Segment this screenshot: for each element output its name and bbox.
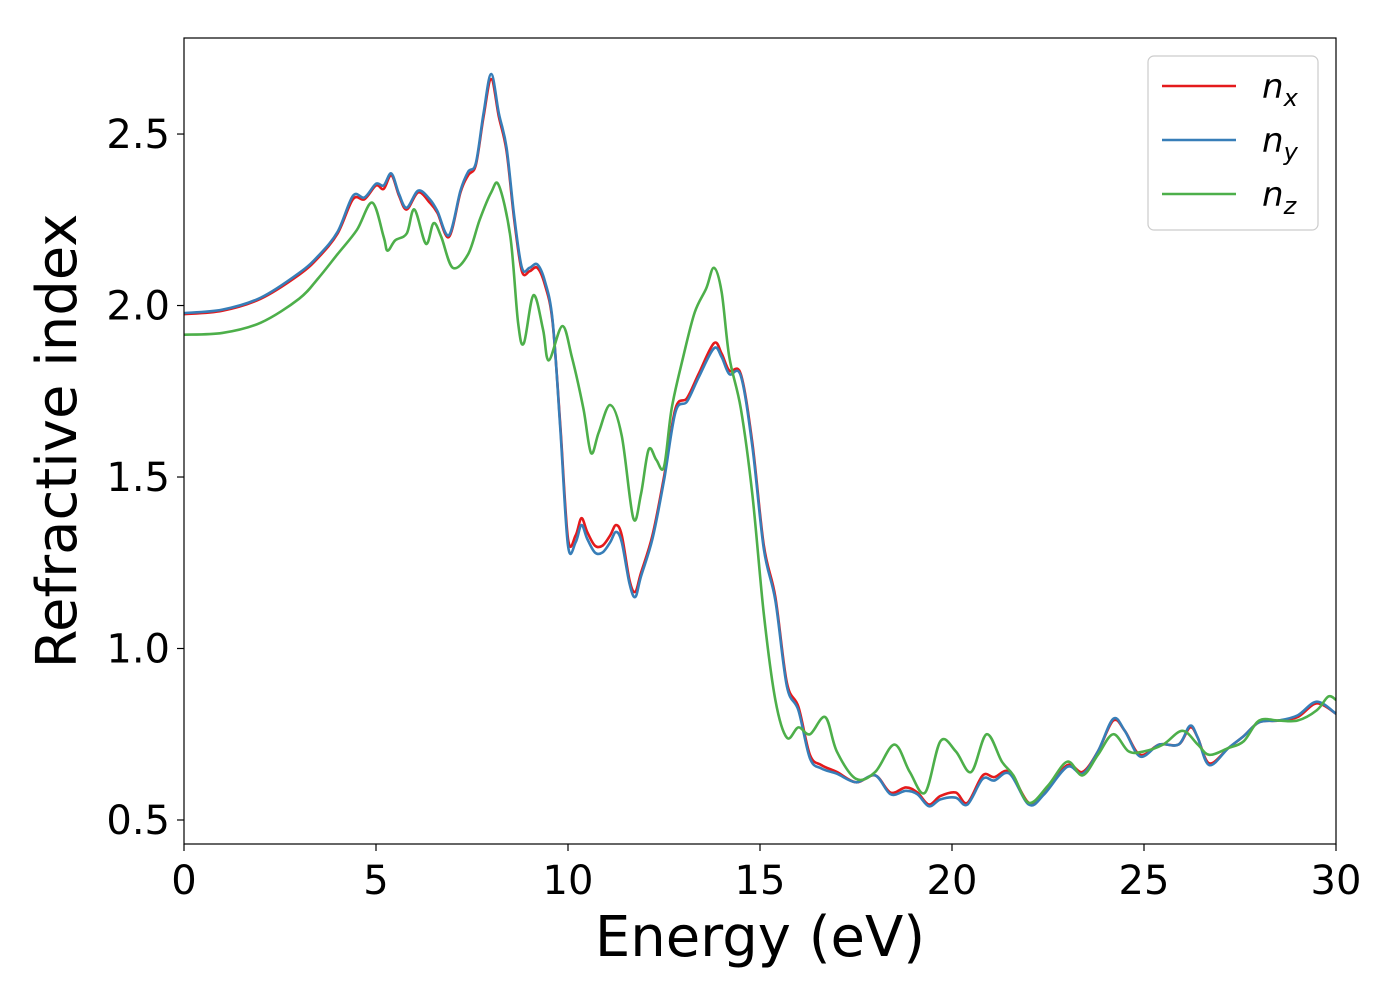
legend: nx ny nz (1147, 55, 1319, 231)
plot-area (184, 38, 1336, 844)
y-tick-label: 1.0 (106, 627, 170, 673)
x-tick-label: 5 (363, 858, 388, 904)
x-tick-label: 20 (927, 858, 978, 904)
y-tick-label: 2.0 (106, 284, 170, 330)
legend-box (1147, 55, 1319, 231)
y-axis: 0.5 1.0 1.5 2.0 2.5 (106, 112, 184, 844)
x-tick-label: 25 (1119, 858, 1170, 904)
legend-label-n-z: nz (1262, 175, 1298, 220)
legend-label-n-y: ny (1262, 121, 1299, 166)
y-tick-label: 2.5 (106, 112, 170, 158)
series-layer (183, 72, 1337, 808)
y-tick-label: 1.5 (106, 455, 170, 501)
series-line-n-z (183, 181, 1337, 805)
x-tick-label: 30 (1311, 858, 1362, 904)
x-axis: 0 5 10 15 20 25 30 (171, 844, 1361, 904)
x-tick-label: 10 (543, 858, 594, 904)
x-axis-label: Energy (eV) (595, 905, 925, 970)
x-tick-label: 0 (171, 858, 196, 904)
y-axis-label: Refractive index (25, 214, 90, 669)
y-tick-label: 0.5 (106, 798, 170, 844)
x-tick-label: 15 (735, 858, 786, 904)
legend-label-n-x: nx (1262, 67, 1299, 112)
